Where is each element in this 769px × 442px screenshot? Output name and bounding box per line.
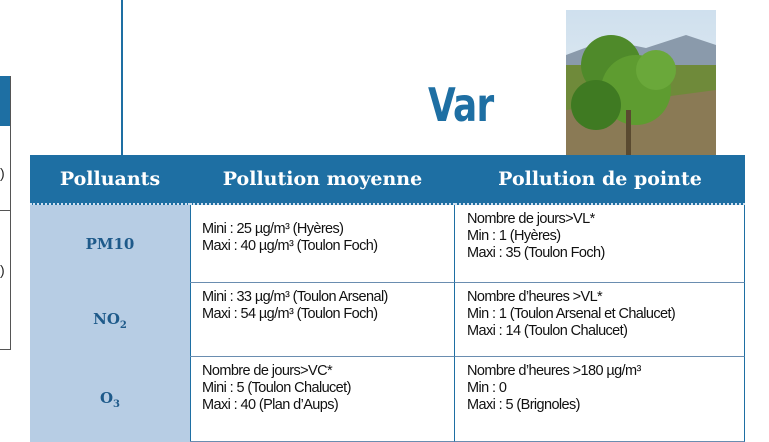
- column-header: Pollution moyenne: [190, 155, 455, 205]
- vineyard-photo: [566, 10, 716, 155]
- cell-line: Min : 1 (Toulon Arsenal et Chalucet): [467, 306, 744, 323]
- moyenne-cell: Mini : 33 µg/m³ (Toulon Arsenal)Maxi : 5…: [190, 283, 455, 357]
- pollutant-subscript: 2: [120, 320, 127, 331]
- cell-line: Maxi : 35 (Toulon Foch): [467, 245, 744, 262]
- pollutant-subscript: 3: [113, 399, 120, 410]
- pollutant-name: NO2: [93, 310, 127, 331]
- column-header: Polluants: [30, 155, 190, 205]
- pointe-cell: Nombre de jours>VL*Min : 1 (Hyères)Maxi …: [455, 205, 745, 283]
- pollutant-label: O: [100, 389, 113, 407]
- page: ) ) Var PolluantsPollution moyennePollut…: [0, 0, 769, 442]
- moyenne-cell: Nombre de jours>VC*Mini : 5 (Toulon Chal…: [190, 357, 455, 442]
- cell-line: Maxi : 40 (Plan d’Aups): [202, 397, 454, 414]
- cell-line: Nombre de jours>VL*: [467, 211, 744, 228]
- title: Var: [428, 78, 493, 132]
- column-header: Pollution de pointe: [455, 155, 745, 205]
- cell-line: Nombre d’heures >VL*: [467, 289, 744, 306]
- cell-line: Nombre d’heures >180 µg/m³: [467, 363, 744, 380]
- pollutant-label: NO: [93, 310, 120, 328]
- moyenne-cell: Mini : 25 µg/m³ (Hyères)Maxi : 40 µg/m³ …: [190, 205, 455, 283]
- cell-line: Min : 1 (Hyères): [467, 228, 744, 245]
- cell-line: Mini : 33 µg/m³ (Toulon Arsenal): [202, 289, 454, 306]
- cell-line: Maxi : 14 (Toulon Chalucet): [467, 323, 744, 340]
- left-table-header: [0, 76, 10, 126]
- cell-line: Mini : 25 µg/m³ (Hyères): [202, 221, 454, 238]
- cell-line: Nombre de jours>VC*: [202, 363, 454, 380]
- left-table: [0, 76, 11, 350]
- fragment-text: ): [0, 262, 5, 278]
- pointe-cell: Nombre d’heures >VL*Min : 1 (Toulon Arse…: [455, 283, 745, 357]
- pollutant-name: PM10: [86, 235, 135, 253]
- pollutant-cell: NO2: [30, 283, 191, 358]
- cell-line: Maxi : 54 µg/m³ (Toulon Foch): [202, 306, 454, 323]
- pollutant-name: O3: [100, 389, 120, 410]
- cell-line: Maxi : 5 (Brignoles): [467, 397, 744, 414]
- cell-line: Maxi : 40 µg/m³ (Toulon Foch): [202, 238, 454, 255]
- pollutant-cell: O3: [30, 357, 191, 442]
- fragment-text: ): [0, 165, 5, 181]
- pollutant-label: PM10: [86, 235, 135, 253]
- pollutant-cell: PM10: [30, 205, 191, 284]
- cell-line: Min : 0: [467, 380, 744, 397]
- cell-line: Mini : 5 (Toulon Chalucet): [202, 380, 454, 397]
